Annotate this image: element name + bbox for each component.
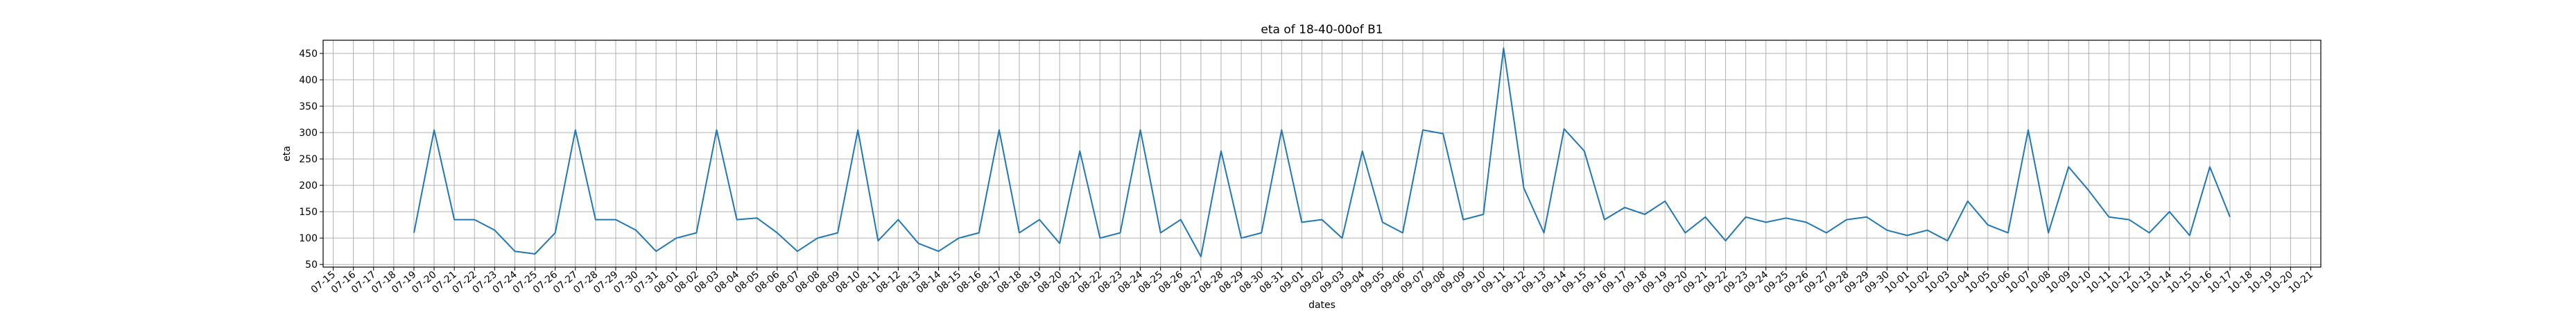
y-tick-label: 250: [299, 154, 318, 165]
y-tick-label: 350: [299, 101, 318, 112]
y-tick-label: 150: [299, 207, 318, 218]
series-line: [413, 47, 2231, 257]
plot-frame: [322, 40, 2322, 268]
y-axis-label: eta: [282, 146, 293, 162]
y-tick-label: 50: [305, 259, 318, 271]
y-axis-ticks: 50 100 150 200 250 300 350 400 450: [299, 49, 323, 271]
y-tick-label: 450: [299, 49, 318, 60]
grid: [323, 40, 2321, 267]
y-tick-label: 300: [299, 128, 318, 139]
chart-title: eta of 18-40-00of B1: [1261, 23, 1383, 37]
y-tick-label: 100: [299, 233, 318, 244]
y-tick-label: 400: [299, 75, 318, 86]
x-axis-label: dates: [1308, 300, 1335, 311]
y-tick-label: 200: [299, 180, 318, 191]
